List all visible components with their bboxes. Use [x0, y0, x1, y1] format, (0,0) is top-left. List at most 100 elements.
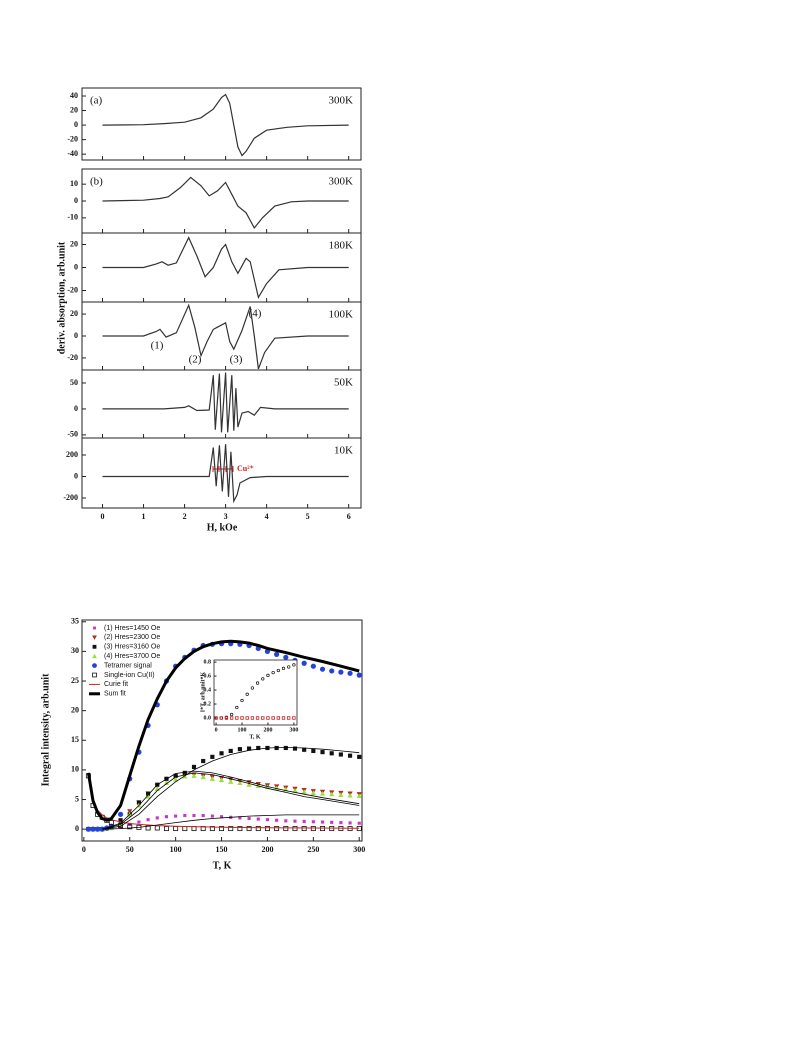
marker	[338, 752, 343, 757]
marker	[209, 826, 215, 832]
x-tick-label: 6	[347, 512, 351, 521]
x-tick-label: 4	[265, 512, 269, 521]
marker	[229, 716, 234, 720]
legend-label: Sum fit	[104, 691, 126, 698]
marker	[319, 791, 326, 796]
marker	[255, 826, 261, 832]
y-tick-label: -40	[67, 149, 78, 158]
marker	[92, 635, 97, 640]
spectrum-line	[102, 372, 349, 433]
marker	[292, 788, 298, 793]
marker	[266, 673, 270, 678]
marker	[261, 716, 265, 720]
marker	[271, 716, 275, 720]
marker	[311, 748, 316, 754]
spectrum-line	[102, 93, 349, 157]
marker	[301, 660, 307, 666]
marker	[339, 821, 343, 825]
marker	[319, 666, 326, 672]
marker	[218, 777, 225, 783]
x-tick-label: 150	[216, 845, 228, 854]
marker	[292, 663, 296, 667]
marker	[240, 716, 244, 720]
spectrum-line	[102, 444, 349, 504]
marker	[329, 791, 335, 797]
panel-frame	[81, 87, 362, 161]
peak-label: (4)	[249, 308, 262, 320]
peak-label: (2)	[189, 354, 202, 366]
marker	[117, 811, 124, 817]
y-tick-label: -200	[63, 493, 78, 502]
y-tick-label: 0	[74, 196, 78, 205]
marker	[118, 818, 123, 823]
marker	[163, 780, 170, 786]
y-tick-label: 40	[70, 91, 78, 100]
fit-line	[102, 814, 360, 830]
y-tick-label: -50	[67, 430, 78, 439]
marker	[146, 791, 151, 796]
marker	[163, 826, 169, 832]
y-tick-label: 200	[66, 450, 78, 459]
x-tick-label: 1	[142, 512, 146, 521]
temperature-label: 300K	[329, 95, 354, 107]
annotation: Cu²⁺	[237, 464, 254, 473]
legend-label: Tetramer signal	[104, 662, 152, 669]
marker	[357, 754, 362, 759]
x-tick-label: 300	[353, 845, 365, 854]
marker	[93, 626, 96, 630]
marker	[174, 814, 178, 818]
temperature-label: 50K	[334, 377, 353, 389]
fit-line	[102, 772, 360, 830]
y-tick-label: 20	[71, 705, 79, 714]
y-tick-label: 20	[70, 309, 78, 318]
marker	[173, 773, 178, 778]
marker	[320, 826, 326, 832]
legend-label: (1) Hres=1450 Oe	[104, 625, 160, 632]
marker	[356, 672, 362, 678]
fit-line	[102, 746, 360, 830]
marker	[329, 751, 334, 756]
marker	[320, 820, 325, 824]
x-tick-label: 100	[170, 845, 182, 854]
y-tick-label: 0	[74, 331, 78, 340]
marker	[256, 745, 261, 751]
marker	[329, 668, 335, 674]
x-tick-label: 100	[238, 727, 247, 733]
marker	[191, 764, 197, 770]
marker	[246, 826, 252, 832]
legend-label: (3) Hres=3160 Oe	[104, 644, 160, 651]
panel-frame	[81, 437, 362, 509]
marker	[281, 666, 286, 671]
marker	[347, 670, 353, 676]
marker	[173, 776, 179, 782]
marker	[255, 716, 260, 720]
marker	[230, 712, 234, 717]
marker	[145, 793, 151, 799]
spectrum-line	[102, 303, 349, 370]
y-axis-label: deriv. absorption, arb.unit	[56, 241, 67, 354]
marker	[224, 716, 229, 720]
marker	[155, 816, 159, 820]
temperature-label: 300K	[329, 176, 354, 188]
marker	[127, 824, 133, 830]
marker	[264, 826, 270, 832]
marker	[247, 746, 252, 751]
y-tick-label: 0	[74, 404, 78, 413]
legend-label: (2) Hres=2300 Oe	[104, 634, 160, 641]
marker	[271, 670, 275, 675]
marker	[219, 751, 224, 756]
marker	[214, 716, 218, 720]
marker	[146, 818, 150, 822]
marker	[92, 672, 97, 678]
marker	[238, 816, 242, 820]
marker	[256, 817, 260, 821]
marker	[245, 716, 249, 720]
marker	[219, 826, 225, 832]
marker	[356, 793, 362, 799]
marker	[92, 653, 97, 659]
marker	[255, 681, 260, 685]
marker	[311, 820, 315, 824]
marker	[210, 754, 215, 759]
marker	[276, 716, 281, 720]
marker	[192, 813, 196, 818]
